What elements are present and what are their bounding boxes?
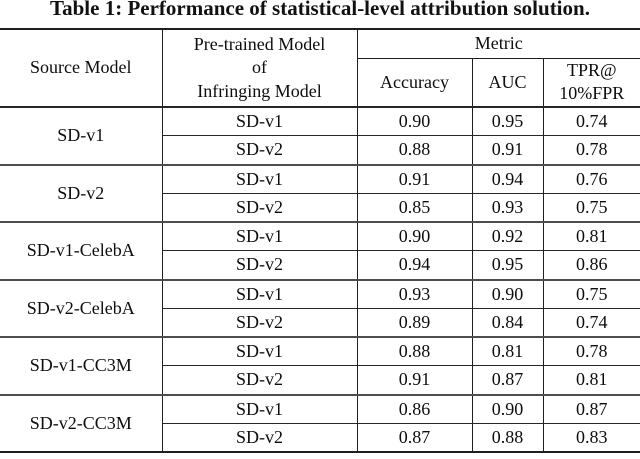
tpr-cell: 0.78	[543, 336, 640, 366]
tpr-cell: 0.76	[543, 163, 640, 194]
accuracy-cell: 0.90	[357, 106, 473, 136]
tpr-cell: 0.78	[543, 135, 640, 165]
pretrained-cell: SD-v2	[162, 422, 358, 452]
auc-cell: 0.88	[472, 422, 544, 452]
accuracy-cell: 0.87	[357, 422, 473, 452]
pretrained-cell: SD-v2	[162, 135, 358, 165]
accuracy-cell: 0.90	[357, 221, 473, 251]
source-model-cell: SD-v2-CC3M	[0, 393, 163, 452]
table-row: SD-v2 0.91 0.87 0.81	[0, 365, 640, 395]
pretrained-cell: SD-v1	[162, 278, 358, 309]
tpr-cell: 0.74	[543, 106, 640, 136]
tpr-cell: 0.81	[543, 365, 640, 395]
tpr-cell: 0.86	[543, 250, 640, 280]
table-row: SD-v2 SD-v1 0.91 0.94 0.76	[0, 163, 640, 222]
auc-cell: 0.90	[472, 278, 544, 309]
pretrained-cell: SD-v2	[162, 192, 358, 222]
source-model-cell: SD-v1-CelebA	[0, 221, 163, 280]
table-row: SD-v2 0.88 0.91 0.78	[0, 135, 640, 165]
table-row: SD-v1 SD-v1 0.90 0.95 0.74	[0, 106, 640, 165]
pretrained-cell: SD-v2	[162, 365, 358, 395]
header-source-model: Source Model	[0, 29, 163, 108]
auc-cell: 0.94	[472, 163, 544, 194]
auc-cell: 0.84	[472, 307, 544, 337]
table-row: SD-v2 0.89 0.84 0.74	[0, 307, 640, 337]
table-row: SD-v2 0.85 0.93 0.75	[0, 192, 640, 222]
header-auc: AUC	[472, 58, 544, 108]
header-metric: Metric	[357, 29, 640, 59]
accuracy-cell: 0.88	[357, 135, 473, 165]
pretrained-cell: SD-v1	[162, 221, 358, 251]
tpr-cell: 0.75	[543, 192, 640, 222]
auc-cell: 0.93	[472, 192, 544, 222]
pretrained-cell: SD-v2	[162, 307, 358, 337]
accuracy-cell: 0.91	[357, 365, 473, 395]
table-row: SD-v2 0.87 0.88 0.83	[0, 422, 640, 452]
tpr-cell: 0.83	[543, 422, 640, 452]
table-caption: Table 1: Performance of statistical-leve…	[50, 0, 590, 20]
tpr-cell: 0.87	[543, 393, 640, 424]
auc-cell: 0.92	[472, 221, 544, 251]
table-row: SD-v1-CelebA SD-v1 0.90 0.92 0.81	[0, 221, 640, 280]
table-row: SD-v2 0.94 0.95 0.86	[0, 250, 640, 280]
auc-cell: 0.95	[472, 250, 544, 280]
auc-cell: 0.90	[472, 393, 544, 424]
auc-cell: 0.91	[472, 135, 544, 165]
source-model-cell: SD-v1	[0, 106, 163, 165]
source-model-cell: SD-v2	[0, 163, 163, 222]
pretrained-cell: SD-v1	[162, 163, 358, 194]
tpr-cell: 0.81	[543, 221, 640, 251]
accuracy-cell: 0.88	[357, 336, 473, 366]
tpr-cell: 0.75	[543, 278, 640, 309]
auc-cell: 0.87	[472, 365, 544, 395]
accuracy-cell: 0.93	[357, 278, 473, 309]
header-pretrained-model: Pre-trained Model of Infringing Model	[162, 29, 358, 108]
tpr-cell: 0.74	[543, 307, 640, 337]
header-accuracy: Accuracy	[357, 58, 473, 108]
accuracy-cell: 0.89	[357, 307, 473, 337]
pretrained-cell: SD-v2	[162, 250, 358, 280]
accuracy-cell: 0.85	[357, 192, 473, 222]
accuracy-cell: 0.86	[357, 393, 473, 424]
results-table: Source Model Pre-trained Model of Infrin…	[0, 28, 640, 453]
table-row: SD-v1-CC3M SD-v1 0.88 0.81 0.78	[0, 336, 640, 395]
table-row: SD-v2-CC3M SD-v1 0.86 0.90 0.87	[0, 393, 640, 452]
accuracy-cell: 0.94	[357, 250, 473, 280]
pretrained-cell: SD-v1	[162, 106, 358, 136]
source-model-cell: SD-v1-CC3M	[0, 336, 163, 395]
auc-cell: 0.81	[472, 336, 544, 366]
pretrained-cell: SD-v1	[162, 393, 358, 424]
source-model-cell: SD-v2-CelebA	[0, 278, 163, 337]
pretrained-cell: SD-v1	[162, 336, 358, 366]
accuracy-cell: 0.91	[357, 163, 473, 194]
auc-cell: 0.95	[472, 106, 544, 136]
table-row: SD-v2-CelebA SD-v1 0.93 0.90 0.75	[0, 278, 640, 337]
header-tpr-10fpr: TPR@ 10%FPR	[543, 58, 640, 108]
